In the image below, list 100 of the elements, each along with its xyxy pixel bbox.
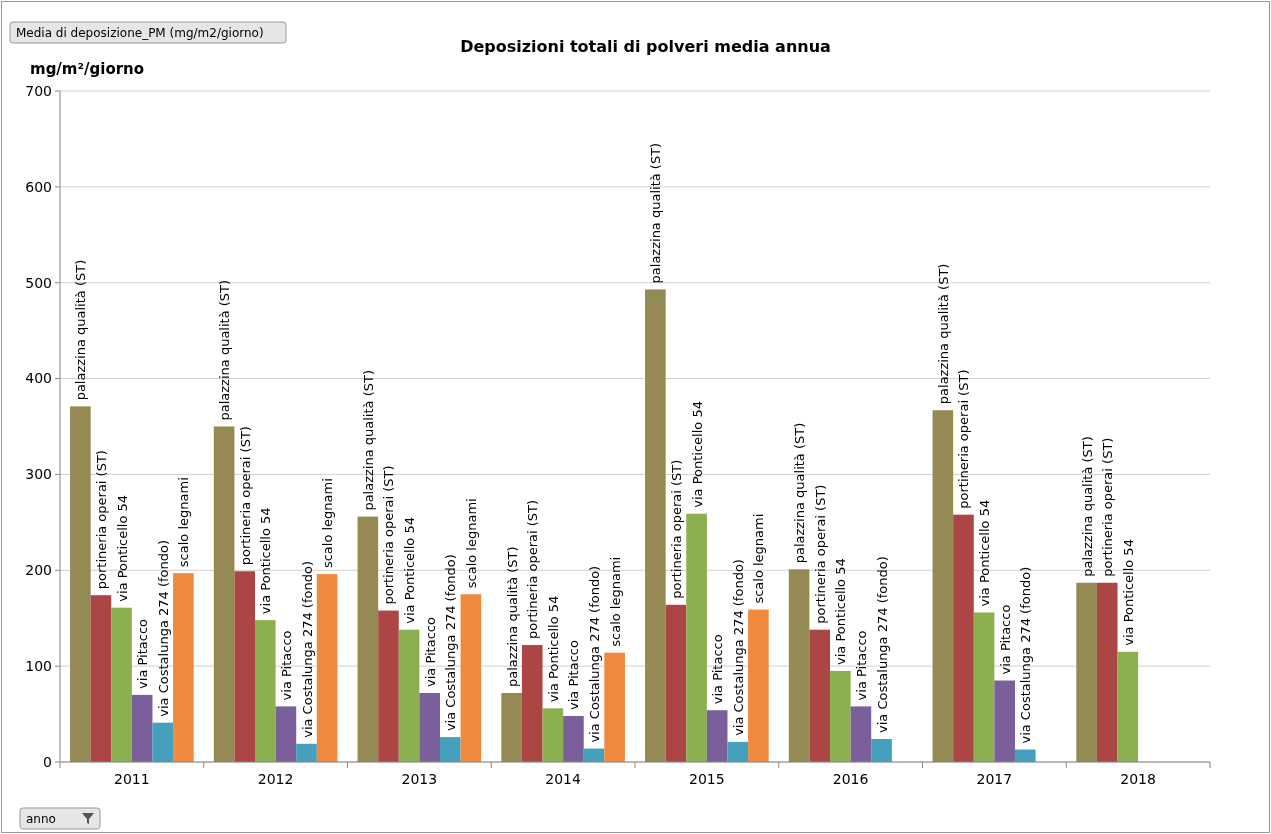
y-tick-label: 0 <box>43 753 52 770</box>
text: via Costalunga 274 (fondo) <box>299 561 315 738</box>
bar <box>871 738 892 762</box>
text: palazzina qualità (ST) <box>1079 436 1095 577</box>
text: via Pitacco <box>710 634 726 705</box>
y-tick-label: 100 <box>25 658 52 675</box>
text: portineria operai (ST) <box>525 499 541 640</box>
x-tick-label: 2015 <box>689 771 725 787</box>
text: via Costalunga 274 (fondo) <box>730 559 746 736</box>
bar <box>1117 651 1139 762</box>
bar <box>994 680 1015 762</box>
x-tick-label: 2011 <box>114 771 150 787</box>
text: via Pitacco <box>422 617 438 687</box>
bar <box>213 426 235 762</box>
bar <box>706 710 728 762</box>
text: via Ponticello 54 <box>1120 539 1136 646</box>
bar <box>521 645 543 762</box>
text: palazzina qualità (ST) <box>935 263 951 405</box>
x-tick-label: 2012 <box>257 771 294 787</box>
bar <box>419 692 440 762</box>
text: via Costalunga 274 (fondo) <box>155 539 171 717</box>
bar <box>378 610 399 762</box>
text: via Ponticello 54 <box>833 558 849 665</box>
text: via Costalunga 274 (fondo) <box>1018 566 1034 744</box>
y-tick-label: 700 <box>25 82 52 99</box>
bar <box>1076 582 1097 762</box>
bar <box>850 706 872 762</box>
text: via Pitacco <box>135 618 151 689</box>
text: portineria operai (ST) <box>812 484 828 624</box>
text: via Ponticello 54 <box>258 507 274 615</box>
y-tick-label: 300 <box>25 466 52 483</box>
text: via Ponticello 54 <box>114 494 130 602</box>
x-tick-label: 2017 <box>976 771 1013 787</box>
bar <box>501 692 522 762</box>
filter-button: anno <box>19 807 101 830</box>
x-tick-label: 2013 <box>401 771 438 787</box>
y-tick-label: 500 <box>25 274 52 291</box>
bar <box>111 607 132 762</box>
text: scalo legnami <box>751 513 767 604</box>
bar <box>973 612 995 762</box>
bar <box>1096 582 1118 762</box>
text: portineria operai (ST) <box>668 459 684 599</box>
bar <box>604 652 625 762</box>
bar <box>90 595 112 762</box>
text: via Pitacco <box>566 640 582 710</box>
bar <box>296 743 317 762</box>
bar <box>234 571 256 762</box>
bar <box>255 620 276 762</box>
text: portineria operai (ST) <box>93 450 109 590</box>
text: scalo legnami <box>463 498 479 589</box>
text: palazzina qualità (ST) <box>73 259 89 401</box>
bar <box>830 670 851 762</box>
text: via Pitacco <box>278 630 294 701</box>
text: palazzina qualità (ST) <box>792 422 808 564</box>
bar <box>727 741 749 762</box>
x-tick-label: 2016 <box>832 771 869 787</box>
text: via Pitacco <box>853 630 869 701</box>
bar <box>788 569 810 762</box>
text: via Pitacco <box>997 604 1013 675</box>
text: portineria operai (ST) <box>956 369 972 509</box>
bar <box>645 289 666 762</box>
bar <box>357 516 379 762</box>
text: scalo legnami <box>176 477 192 568</box>
bar <box>173 573 194 762</box>
x-tick-label: 2018 <box>1120 771 1156 787</box>
text: portineria operai (ST) <box>381 465 397 605</box>
text: palazzina qualità (ST) <box>648 142 664 284</box>
bar <box>563 715 584 762</box>
text: via Ponticello 54 <box>977 499 993 607</box>
text: scalo legnami <box>607 556 623 647</box>
text: portineria operai (ST) <box>1100 437 1116 577</box>
y-axis-title: mg/m²/giorno <box>30 60 145 78</box>
x-tick-label: 2014 <box>545 771 582 787</box>
bar <box>932 410 954 762</box>
bar <box>131 694 153 762</box>
text: via Ponticello 54 <box>689 401 705 508</box>
bar <box>1014 749 1036 762</box>
bar <box>953 514 974 762</box>
text: palazzina qualità (ST) <box>504 546 520 687</box>
bar <box>152 722 174 762</box>
text: via Costalunga 274 (fondo) <box>443 554 459 732</box>
text: via Costalunga 274 (fondo) <box>874 556 890 733</box>
y-tick-label: 400 <box>25 370 52 387</box>
bar <box>665 604 687 762</box>
field-button: Media di deposizione_PM (mg/m2/giorno) <box>9 21 287 44</box>
text: portineria operai (ST) <box>237 426 253 566</box>
text: via Costalunga 274 (fondo) <box>587 565 603 743</box>
bar <box>439 737 461 762</box>
chart-title: Deposizioni totali di polveri media annua <box>460 37 831 56</box>
text: via Ponticello 54 <box>545 595 561 703</box>
bar <box>316 574 338 762</box>
bar <box>748 609 769 762</box>
text: palazzina qualità (ST) <box>360 370 376 511</box>
bar <box>686 513 707 762</box>
bar <box>398 629 420 762</box>
bar <box>809 629 831 762</box>
text: scalo legnami <box>320 478 336 569</box>
bar <box>542 708 564 762</box>
bar <box>460 594 482 762</box>
bar <box>275 706 297 762</box>
